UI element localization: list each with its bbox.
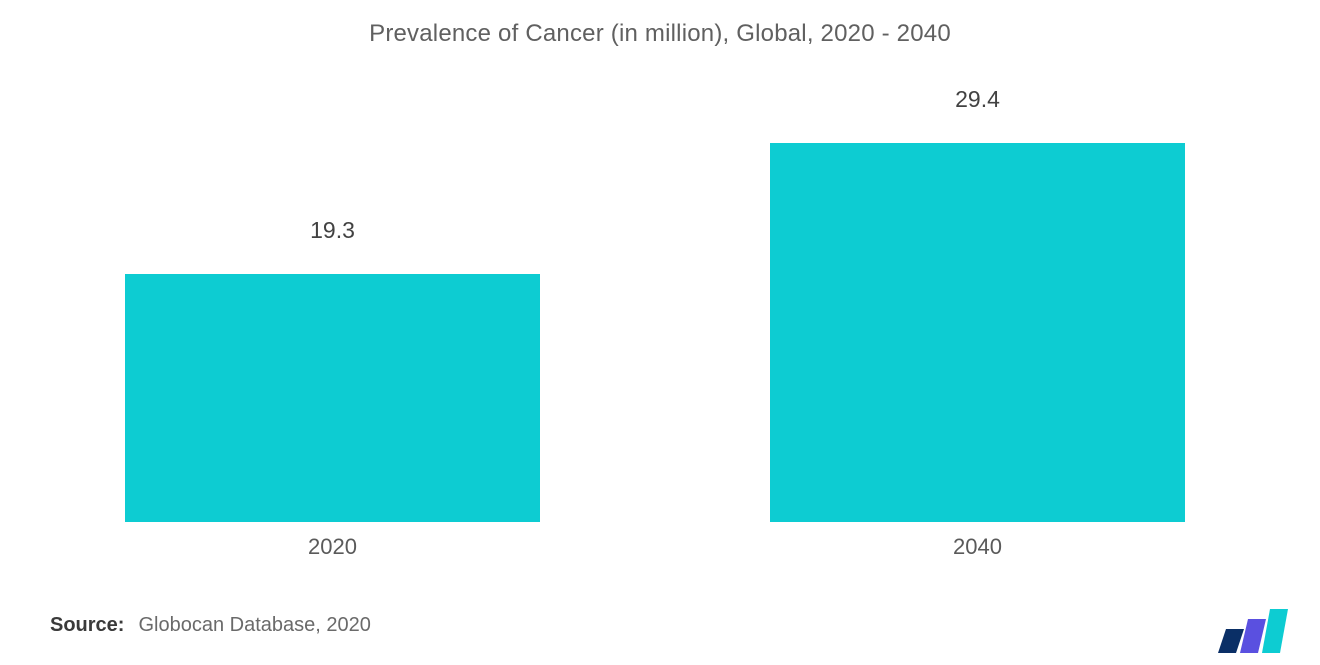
bar-column: 29.42040	[770, 110, 1185, 522]
source-text: Globocan Database, 2020	[138, 614, 370, 637]
chart-title: Prevalence of Cancer (in million), Globa…	[0, 0, 1320, 48]
bar	[125, 274, 540, 522]
plot-area: 19.32020 29.42040	[125, 110, 1185, 522]
chart-container: Prevalence of Cancer (in million), Globa…	[0, 0, 1320, 665]
value-label: 19.3	[125, 217, 540, 244]
bar	[770, 143, 1185, 522]
source-line: Source: Globocan Database, 2020	[50, 614, 371, 637]
brand-logo	[1218, 607, 1290, 653]
source-label: Source:	[50, 614, 124, 637]
category-label: 2040	[770, 534, 1185, 560]
value-label: 29.4	[770, 86, 1185, 113]
bar-column: 19.32020	[125, 110, 540, 522]
category-label: 2020	[125, 534, 540, 560]
